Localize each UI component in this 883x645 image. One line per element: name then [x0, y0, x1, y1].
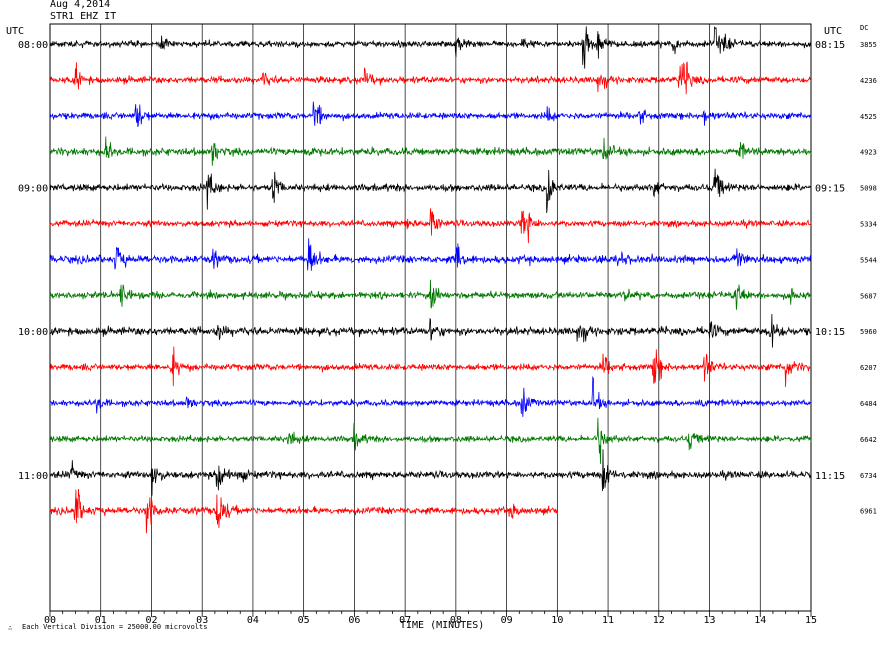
utc-right-label: UTC [824, 26, 842, 37]
x-tick-label: 01 [95, 615, 107, 626]
labels: UTC UTC DC TIME (MINUTES) ∴ Each Vertica… [6, 24, 877, 632]
trace-row-12 [49, 449, 812, 496]
dc-value: 6484 [860, 400, 877, 408]
x-tick-label: 10 [551, 615, 563, 626]
trace-row-4 [49, 168, 812, 214]
x-tick-label: 03 [196, 615, 208, 626]
dc-header-label: DC [860, 24, 868, 32]
trace-row-11 [49, 417, 812, 464]
trace-row-0 [50, 26, 812, 69]
corner-mark: ∴ [8, 624, 12, 632]
trace-row-5 [49, 208, 812, 244]
x-tick-label: 13 [704, 615, 716, 626]
right-time-label: 10:15 [815, 327, 845, 338]
x-tick-label: 14 [754, 615, 766, 626]
x-tick-label: 11 [602, 615, 614, 626]
trace-row-7 [49, 279, 812, 310]
dc-value: 5687 [860, 292, 877, 300]
x-tick-label: 12 [653, 615, 665, 626]
dc-value: 4525 [860, 113, 877, 121]
traces [49, 26, 812, 534]
left-time-label: 11:00 [18, 471, 48, 482]
x-tick-label: 04 [247, 615, 259, 626]
x-tick-label: 07 [399, 615, 411, 626]
x-tick-label: 00 [44, 615, 56, 626]
trace-row-10 [49, 375, 812, 417]
trace-row-8 [49, 313, 812, 348]
dc-value: 6207 [860, 364, 877, 372]
left-time-label: 09:00 [18, 184, 48, 195]
trace-row-6 [49, 238, 812, 271]
trace-row-9 [49, 346, 812, 388]
x-tick-label: 08 [450, 615, 462, 626]
dc-value: 5960 [860, 328, 877, 336]
right-time-label: 08:15 [815, 40, 845, 51]
right-time-label: 09:15 [815, 184, 845, 195]
trace-row-2 [49, 101, 812, 128]
utc-left-label: UTC [6, 26, 24, 37]
trace-row-1 [49, 61, 812, 95]
left-time-label: 08:00 [18, 40, 48, 51]
dc-value: 6642 [860, 436, 877, 444]
x-tick-label: 09 [501, 615, 513, 626]
dc-value: 5098 [860, 185, 877, 193]
dc-value: 5334 [860, 221, 877, 229]
x-axis-label: TIME (MINUTES) [400, 620, 484, 631]
dc-value: 4923 [860, 149, 877, 157]
scale-note: Each Vertical Division = 25000.00 microv… [22, 623, 207, 631]
chart-title: Aug 4,2014 [50, 0, 111, 10]
station-label: STR1 EHZ IT [50, 11, 117, 22]
x-tick-label: 05 [298, 615, 310, 626]
trace-row-13 [49, 488, 558, 534]
dc-value: 5544 [860, 256, 877, 264]
x-tick-label: 15 [805, 615, 817, 626]
dc-value: 6961 [860, 508, 877, 516]
x-tick-label: 06 [348, 615, 360, 626]
right-time-label: 11:15 [815, 471, 845, 482]
left-time-label: 10:00 [18, 327, 48, 338]
dc-value: 3855 [860, 41, 877, 49]
dc-value: 6734 [860, 472, 877, 480]
dc-value: 4236 [860, 77, 877, 85]
plot-frame [49, 23, 812, 612]
trace-row-3 [49, 136, 812, 166]
x-tick-label: 02 [145, 615, 157, 626]
